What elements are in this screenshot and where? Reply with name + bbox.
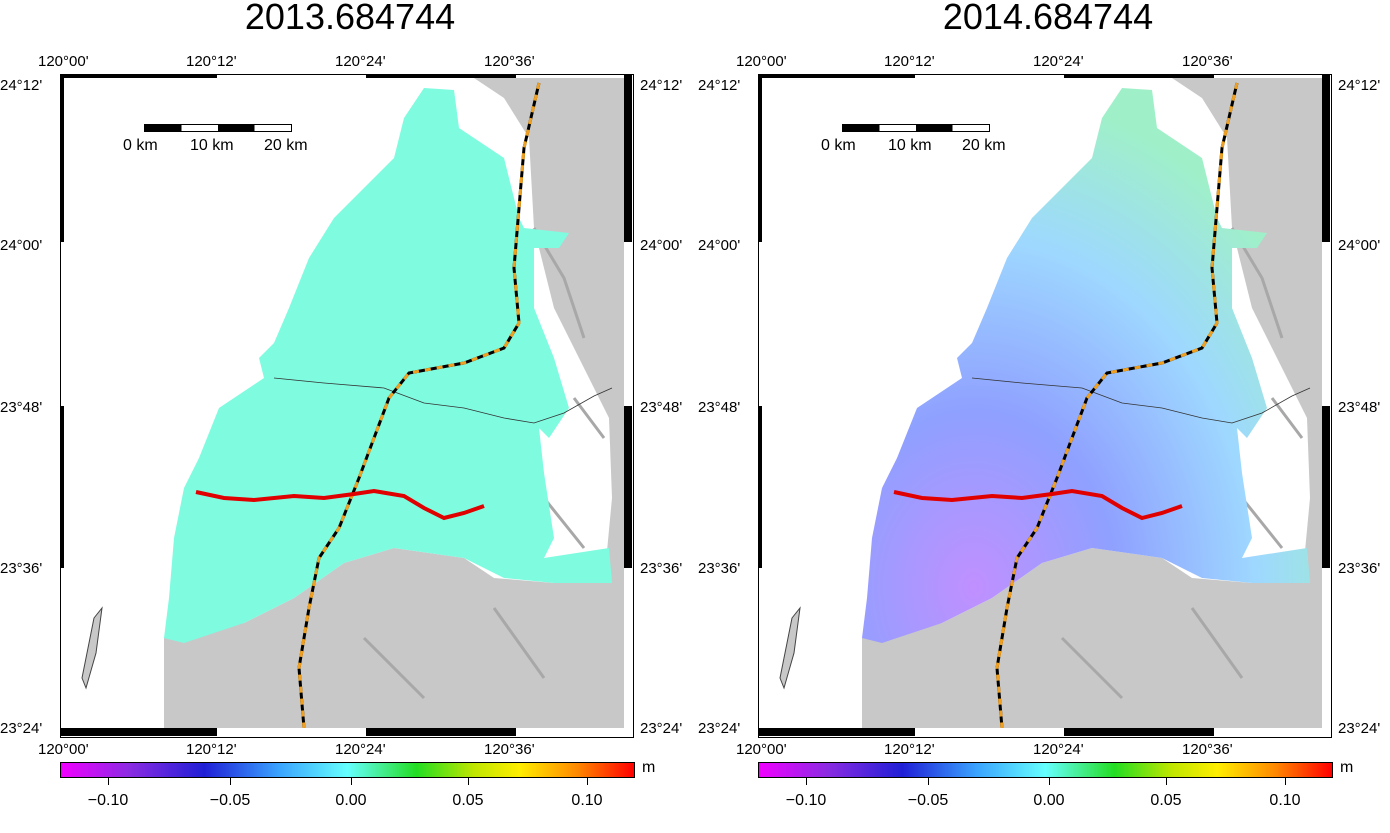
colorbar	[758, 762, 1333, 778]
colorbar-tick-label: 0.00	[1033, 792, 1065, 809]
fault-line-dash	[297, 82, 541, 728]
scale-label: 10 km	[888, 137, 932, 154]
river-line	[273, 377, 613, 424]
lon-tick-top: 120°36'	[484, 53, 535, 70]
lat-tick-right: 23°36'	[1338, 560, 1381, 577]
colorbar-tick-label: −0.10	[87, 792, 129, 809]
scale-bar	[842, 124, 990, 132]
lon-tick-bottom: 120°36'	[1182, 741, 1233, 758]
lat-tick-right: 24°00'	[640, 237, 683, 254]
colorbar-tick-mark	[108, 777, 109, 785]
lat-tick-left: 23°36'	[698, 560, 741, 577]
profile-line	[195, 488, 485, 521]
lon-tick-top: 120°12'	[884, 53, 935, 70]
lat-tick-right: 23°36'	[640, 560, 683, 577]
lat-tick-right: 24°12'	[640, 77, 683, 94]
map-canvas	[762, 78, 1322, 728]
frame-border-segment	[624, 406, 632, 568]
scale-label: 10 km	[190, 137, 234, 154]
colorbar-tick-label: 0.05	[1150, 792, 1182, 809]
lat-tick-left: 23°36'	[0, 560, 43, 577]
scale-bar	[144, 124, 292, 132]
lat-tick-right: 23°24'	[640, 720, 683, 737]
lon-tick-bottom: 120°00'	[736, 741, 787, 758]
lat-tick-left: 24°00'	[0, 237, 43, 254]
scale-label: 0 km	[123, 137, 158, 154]
lat-tick-right: 24°00'	[1338, 237, 1381, 254]
frame-border-segment	[1322, 74, 1330, 242]
terrain-shading	[362, 227, 606, 700]
colorbar-tick-mark	[928, 777, 929, 785]
lon-tick-bottom: 120°12'	[884, 741, 935, 758]
lon-tick-bottom: 120°12'	[186, 741, 237, 758]
lat-tick-left: 23°48'	[0, 399, 43, 416]
frame-border-segment	[60, 728, 217, 736]
frame-border-segment	[1064, 728, 1214, 736]
map-canvas	[64, 78, 624, 728]
coast-island	[779, 606, 801, 690]
lon-tick-bottom: 120°00'	[38, 741, 89, 758]
colorbar-tick-mark	[1285, 777, 1286, 785]
lon-tick-bottom: 120°36'	[484, 741, 535, 758]
colorbar-tick-label: 0.10	[571, 792, 603, 809]
scale-label: 0 km	[821, 137, 856, 154]
lon-tick-bottom: 120°24'	[335, 741, 386, 758]
lon-tick-bottom: 120°24'	[1033, 741, 1084, 758]
colorbar-tick-label: −0.05	[907, 792, 949, 809]
colorbar-unit: m	[1340, 759, 1354, 776]
colorbar-tick-mark	[1166, 777, 1167, 785]
colorbar-tick-label: 0.05	[452, 792, 484, 809]
colorbar-tick-mark	[806, 777, 807, 785]
lon-tick-top: 120°24'	[335, 53, 386, 70]
scale-label: 20 km	[962, 137, 1006, 154]
coast-island	[81, 606, 103, 690]
lon-tick-top: 120°12'	[186, 53, 237, 70]
lat-tick-right: 24°12'	[1338, 77, 1381, 94]
colorbar-tick-mark	[468, 777, 469, 785]
colorbar-tick-mark	[230, 777, 231, 785]
colorbar-tick-label: −0.05	[209, 792, 251, 809]
colorbar-tick-label: −0.10	[785, 792, 827, 809]
lat-tick-right: 23°48'	[1338, 399, 1381, 416]
river-line	[971, 377, 1311, 424]
lon-tick-top: 120°24'	[1033, 53, 1084, 70]
colorbar-tick-mark	[587, 777, 588, 785]
lat-tick-left: 24°12'	[0, 77, 43, 94]
lon-tick-top: 120°00'	[38, 53, 89, 70]
frame-border-segment	[624, 74, 632, 242]
lat-tick-left: 23°24'	[0, 720, 43, 737]
frame-border-segment	[366, 728, 516, 736]
profile-line	[893, 488, 1183, 521]
fault-line-dash	[995, 82, 1239, 728]
terrain-shading	[1060, 227, 1304, 700]
displacement-area	[862, 88, 1310, 643]
colorbar-tick-mark	[351, 777, 352, 785]
panel-title: 2014.684744	[942, 0, 1154, 37]
colorbar	[60, 762, 635, 778]
lat-tick-left: 24°00'	[698, 237, 741, 254]
colorbar-unit: m	[642, 759, 656, 776]
lon-tick-top: 120°00'	[736, 53, 787, 70]
frame-border-segment	[758, 728, 915, 736]
lat-tick-left: 24°12'	[698, 77, 741, 94]
lat-tick-right: 23°48'	[640, 399, 683, 416]
lat-tick-right: 23°24'	[1338, 720, 1381, 737]
lat-tick-left: 23°48'	[698, 399, 741, 416]
colorbar-tick-label: 0.10	[1269, 792, 1301, 809]
frame-border-segment	[1322, 406, 1330, 568]
colorbar-tick-mark	[1049, 777, 1050, 785]
panel-title: 2013.684744	[244, 0, 456, 37]
terrain-region	[862, 78, 1322, 728]
terrain-region	[164, 78, 624, 728]
scale-label: 20 km	[264, 137, 308, 154]
lat-tick-left: 23°24'	[698, 720, 741, 737]
lon-tick-top: 120°36'	[1182, 53, 1233, 70]
colorbar-tick-label: 0.00	[335, 792, 367, 809]
displacement-area	[164, 88, 612, 643]
